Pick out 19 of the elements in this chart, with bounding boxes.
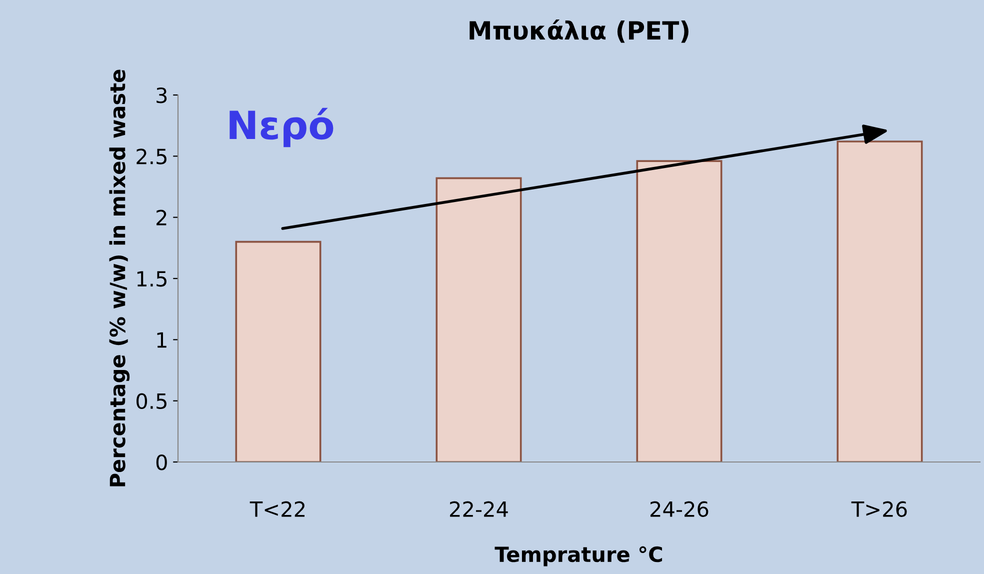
x-axis-title: Temprature °C [494, 546, 662, 566]
y-tick-label: 2.5 [136, 148, 166, 164]
y-tick-label: 0.5 [136, 393, 166, 410]
x-tick-label: T<22 [250, 501, 305, 517]
x-tick-label: 24-26 [650, 501, 708, 518]
bar [636, 160, 722, 462]
y-axis-title: Percentage (% w/w) in mixed waste [109, 70, 130, 486]
y-tick-label: 1.5 [137, 271, 166, 287]
bar [436, 177, 522, 462]
y-tick-label: 3 [156, 87, 167, 104]
y-tick-label: 0 [156, 454, 167, 470]
x-tick-label: 22-24 [450, 501, 508, 517]
x-tick-label: T>26 [851, 501, 907, 518]
bar [235, 240, 322, 462]
y-tick-label: 2 [156, 210, 166, 226]
annotation: Νερό [230, 108, 334, 148]
bar [836, 140, 923, 462]
chart-title: Μπυκάλια (PET) [470, 19, 688, 43]
y-tick-label: 1 [157, 332, 166, 348]
